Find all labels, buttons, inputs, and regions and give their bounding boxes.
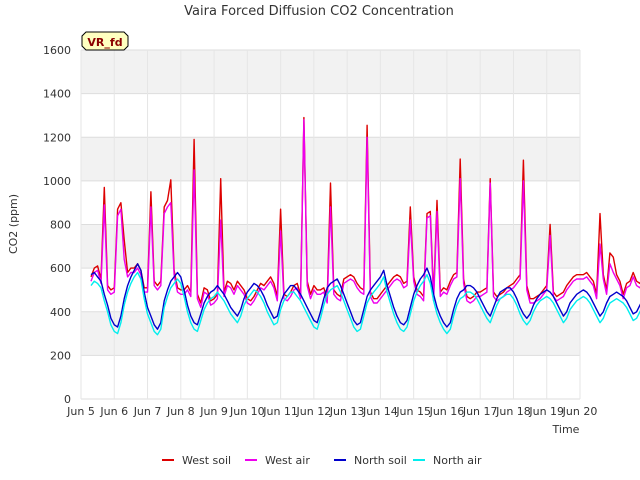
x-axis-label: Time (552, 423, 580, 436)
x-tick-label: Jun 14 (362, 405, 398, 418)
x-tick-label: Jun 6 (99, 405, 128, 418)
y-axis-label: CO2 (ppm) (7, 194, 20, 254)
legend-item-west-soil: West soil (162, 454, 231, 467)
y-tick-label: 1600 (43, 44, 71, 57)
plot-band (81, 137, 580, 181)
legend-item-west-air: West air (245, 454, 310, 467)
plot-bands (81, 50, 580, 399)
legend-label: West air (265, 454, 310, 467)
x-tick-label: Jun 12 (296, 405, 332, 418)
chart-title: Vaira Forced Diffusion CO2 Concentration (184, 4, 454, 19)
x-tick-label: Jun 15 (395, 405, 431, 418)
plot-band (81, 50, 580, 94)
series-line-north-soil (90, 263, 640, 330)
x-tick-label: Jun 8 (166, 405, 195, 418)
x-tick-label: Jun 19 (528, 405, 564, 418)
legend: West soil West air North soil North air (162, 454, 482, 467)
y-tick-label: 800 (50, 219, 71, 232)
legend-label: North soil (354, 454, 407, 467)
grid-lines (80, 49, 581, 400)
x-tick-label: Jun 5 (66, 405, 95, 418)
y-tick-label: 1400 (43, 88, 71, 101)
y-tick-label: 1000 (43, 175, 71, 188)
x-tick-label: Jun 7 (133, 405, 162, 418)
x-tick-label: Jun 13 (329, 405, 365, 418)
plot-band (81, 93, 580, 138)
legend-item-north-air: North air (413, 454, 482, 467)
y-tick-label: 0 (64, 393, 71, 406)
legend-item-north-soil: North soil (334, 454, 407, 467)
series-layer (90, 116, 640, 336)
y-tick-label: 1200 (43, 131, 71, 144)
legend-label: West soil (182, 454, 231, 467)
x-tick-label: Jun 18 (495, 405, 531, 418)
x-tick-label: Jun 9 (199, 405, 228, 418)
x-tick-label: Jun 11 (262, 405, 298, 418)
legend-label: North air (433, 454, 482, 467)
site-badge-box (81, 31, 129, 51)
y-tick-label: 400 (50, 306, 71, 319)
y-tick-label: 600 (50, 262, 71, 275)
plot-band (81, 311, 580, 356)
x-tick-label: Jun 10 (229, 405, 265, 418)
x-tick-label: Jun 17 (462, 405, 498, 418)
y-axis-ticks: 0 200 400 600 800 1000 1200 1400 1600 (43, 44, 71, 406)
x-tick-label: Jun 16 (429, 405, 465, 418)
plot-band (81, 224, 580, 269)
plot-band (81, 355, 580, 399)
series-line-north-air (90, 271, 640, 336)
site-badge: VR_fd (81, 31, 129, 51)
site-badge-label: VR_fd (87, 36, 122, 49)
x-tick-label: Jun 20 (562, 405, 598, 418)
series-line-west-air (90, 119, 640, 309)
y-tick-label: 200 (50, 349, 71, 362)
